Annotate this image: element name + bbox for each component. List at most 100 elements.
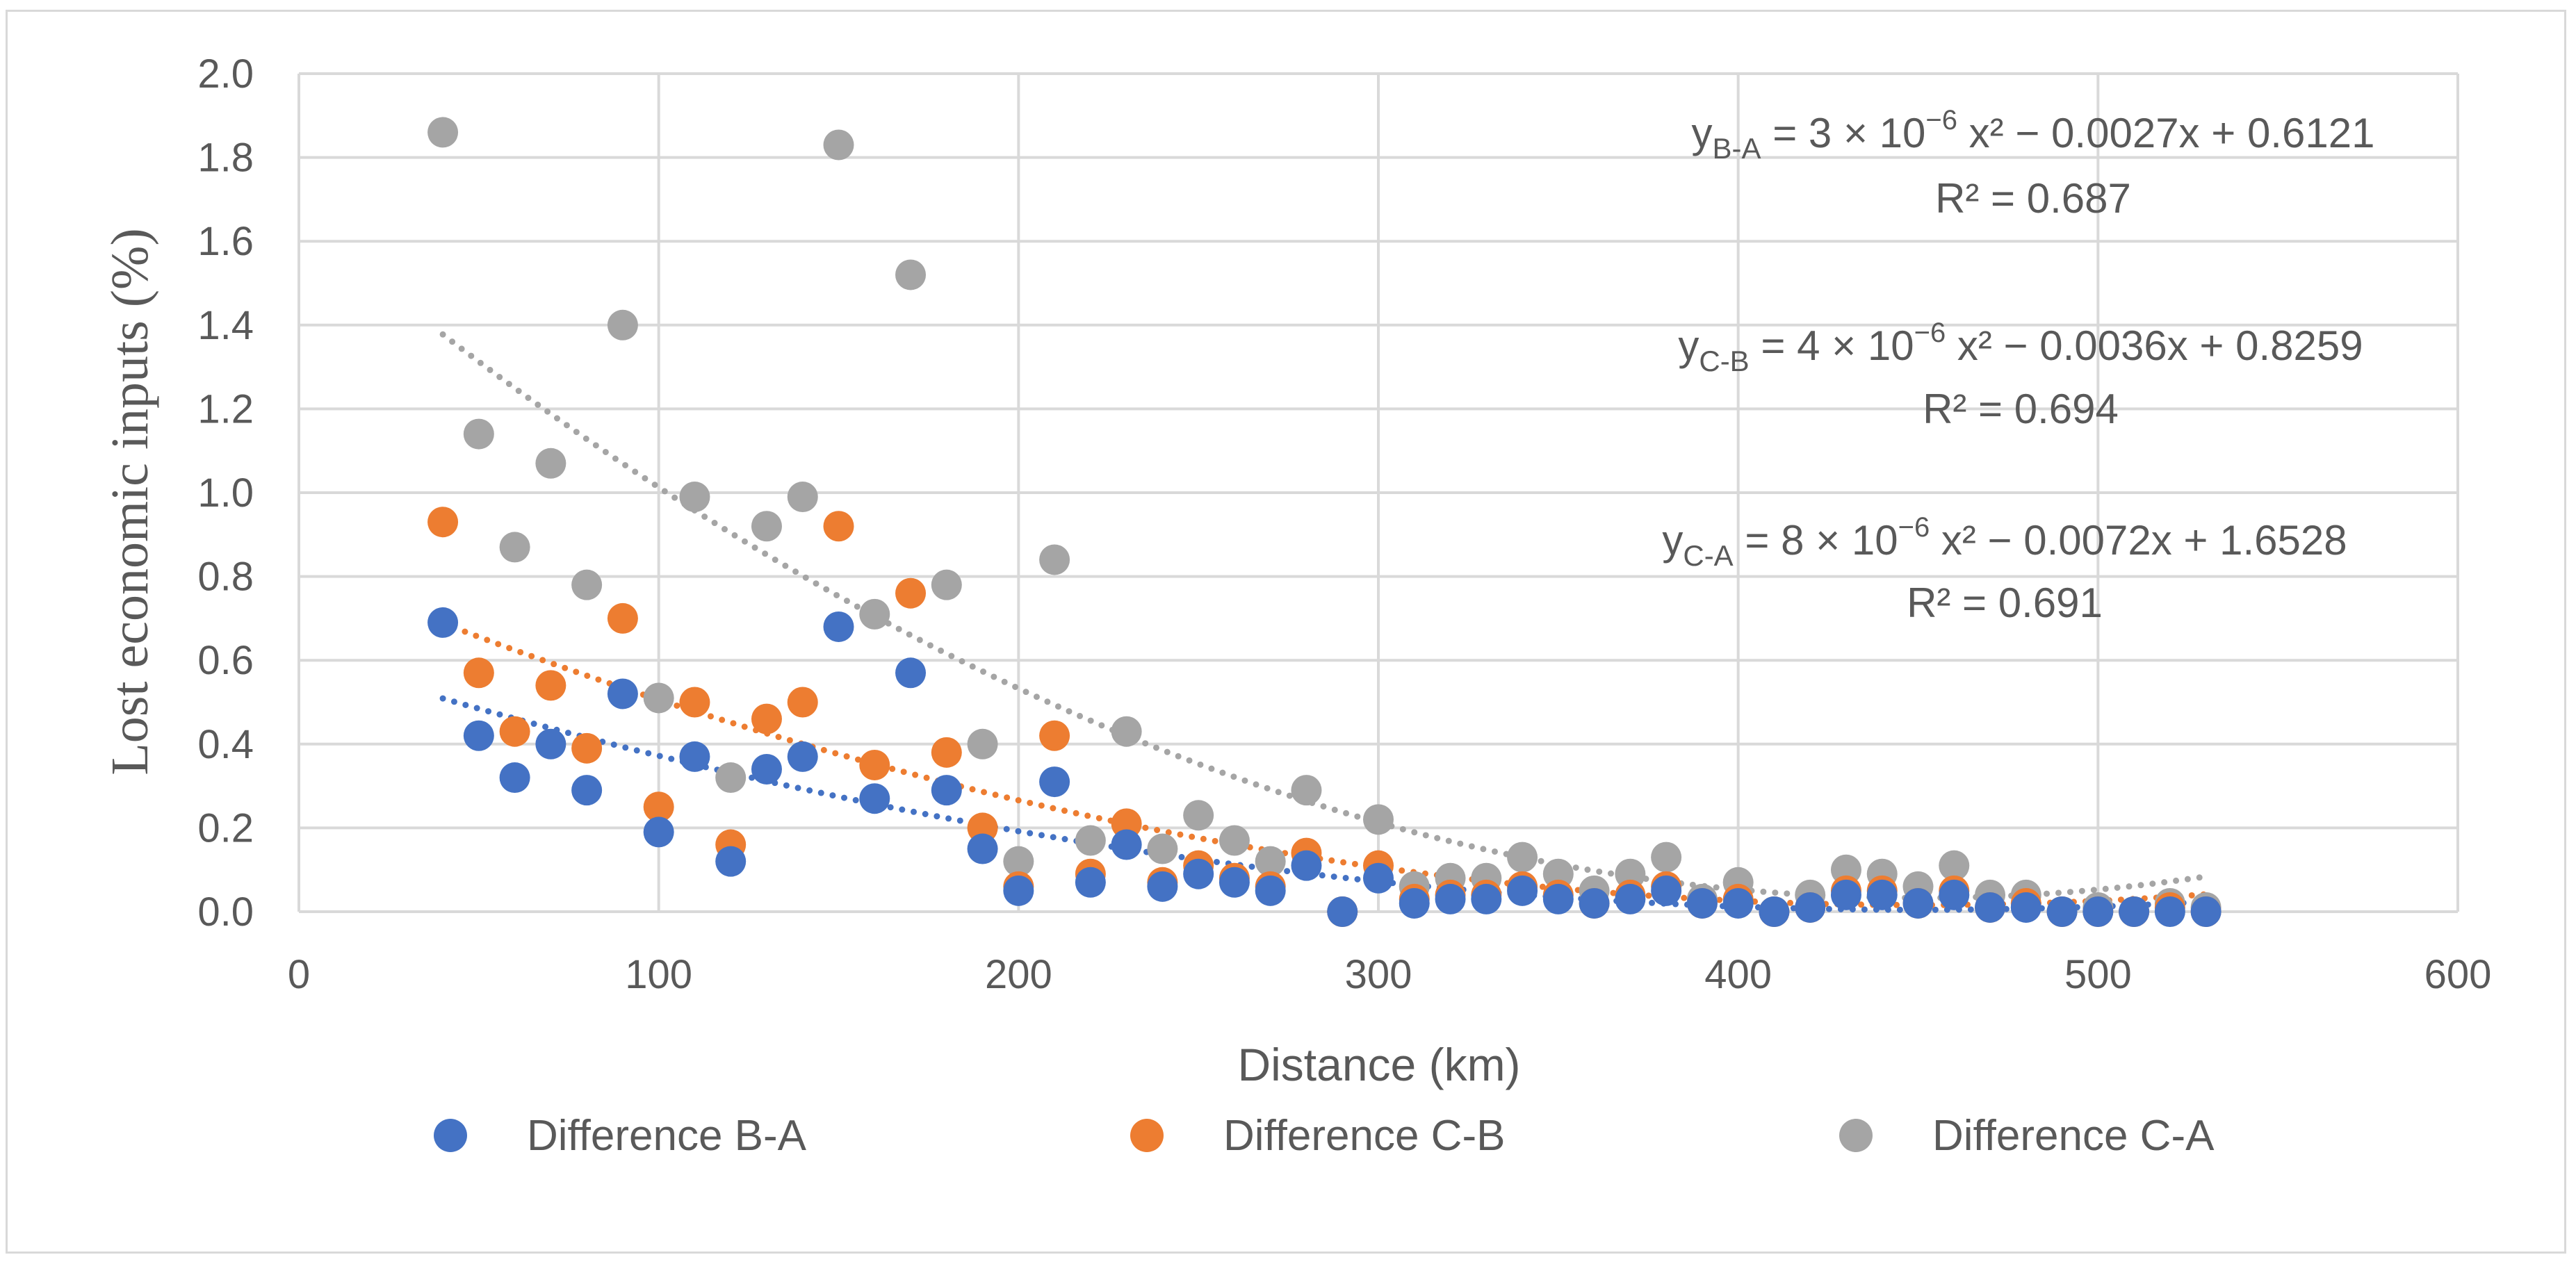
- legend-label: Difference B-A: [527, 1112, 807, 1160]
- data-point: [895, 657, 927, 689]
- y-tick-label: 0.6: [197, 638, 254, 683]
- x-tick-label: 0: [288, 952, 310, 997]
- data-point: [1399, 887, 1430, 919]
- trendline-equation: yC-B = 4 × 10−6 x² − 0.0036x + 0.8259: [1678, 318, 2363, 377]
- data-point: [1147, 833, 1178, 864]
- data-point: [1111, 808, 1142, 839]
- data-point: [463, 418, 494, 450]
- data-point: [535, 670, 566, 701]
- legend-marker: [1839, 1119, 1873, 1152]
- data-point: [1830, 879, 1861, 910]
- data-points: [427, 117, 2222, 927]
- data-point: [1255, 846, 1286, 877]
- data-point: [1507, 842, 1538, 873]
- data-point: [931, 737, 962, 768]
- data-point: [1902, 887, 1934, 919]
- y-tick-label: 0.4: [197, 722, 254, 767]
- trendline-equations: yB-A = 3 × 10−6 x² − 0.0027x + 0.6121 R² …: [1662, 105, 2374, 626]
- data-point: [859, 749, 890, 780]
- y-tick-labels: 0.0 0.2 0.4 0.6 0.8 1.0 1.2 1.4 1.6 1.8 2.0: [197, 51, 254, 935]
- x-tick-labels: 0 100 200 300 400 500 600: [288, 952, 2492, 997]
- data-point: [607, 602, 638, 634]
- data-point: [787, 741, 818, 772]
- data-point: [859, 783, 890, 814]
- data-point: [715, 762, 747, 794]
- data-point: [1615, 858, 1646, 889]
- data-point: [2010, 892, 2041, 923]
- data-point: [751, 703, 782, 734]
- data-point: [1147, 871, 1178, 902]
- data-point: [751, 511, 782, 542]
- legend-label: Difference C-B: [1223, 1112, 1505, 1160]
- trendline-equation: yB-A = 3 × 10−6 x² − 0.0027x + 0.6121: [1692, 105, 2375, 165]
- y-axis-label: Lost economic inputs (%): [101, 228, 159, 775]
- legend-marker: [1130, 1119, 1164, 1152]
- data-point: [1327, 896, 1358, 927]
- data-point: [823, 129, 854, 161]
- data-point: [499, 762, 530, 794]
- data-point: [1291, 775, 1322, 806]
- data-point: [1651, 875, 1682, 906]
- data-point: [1255, 875, 1286, 906]
- data-point: [643, 791, 674, 823]
- data-point: [571, 732, 603, 764]
- data-point: [571, 775, 603, 806]
- data-point: [1075, 825, 1106, 856]
- data-point: [2082, 896, 2114, 927]
- data-point: [607, 678, 638, 709]
- data-point: [1866, 879, 1898, 910]
- data-point: [427, 507, 459, 538]
- y-tick-label: 0.8: [197, 555, 254, 600]
- trendline: [439, 331, 2210, 901]
- x-tick-label: 600: [2424, 952, 2492, 997]
- data-point: [1471, 883, 1502, 914]
- y-tick-label: 1.6: [197, 219, 254, 264]
- data-point: [1218, 825, 1250, 856]
- legend-label: Difference C-A: [1932, 1112, 2215, 1160]
- y-tick-label: 0.2: [197, 805, 254, 851]
- r-squared-label: R² = 0.691: [1907, 580, 2103, 626]
- data-point: [1003, 875, 1034, 906]
- data-point: [1795, 892, 1826, 923]
- data-point: [427, 607, 459, 638]
- data-point: [463, 657, 494, 689]
- data-point: [1759, 896, 1790, 927]
- data-point: [1939, 850, 1970, 881]
- data-point: [1651, 842, 1682, 873]
- data-point: [643, 816, 674, 848]
- x-tick-label: 400: [1704, 952, 1772, 997]
- data-point: [967, 728, 998, 760]
- data-point: [1830, 854, 1861, 885]
- data-point: [1003, 846, 1034, 877]
- data-point: [931, 775, 962, 806]
- r-squared-label: R² = 0.687: [1935, 175, 2131, 222]
- x-tick-label: 500: [2064, 952, 2132, 997]
- data-point: [823, 511, 854, 542]
- data-point: [427, 117, 459, 148]
- data-point: [1722, 887, 1754, 919]
- x-tick-label: 200: [985, 952, 1052, 997]
- data-point: [679, 741, 710, 772]
- data-point: [1542, 883, 1574, 914]
- data-point: [1039, 766, 1070, 798]
- data-point: [607, 309, 638, 340]
- r-squared-label: R² = 0.694: [1923, 386, 2119, 432]
- grid: [297, 72, 2459, 913]
- data-point: [1542, 858, 1574, 889]
- y-tick-label: 1.0: [197, 470, 254, 516]
- data-point: [679, 687, 710, 718]
- data-point: [751, 753, 782, 785]
- x-tick-label: 100: [625, 952, 692, 997]
- data-point: [1183, 800, 1214, 831]
- data-point: [2154, 896, 2185, 927]
- data-point: [2119, 896, 2150, 927]
- data-point: [1363, 862, 1394, 894]
- y-tick-label: 1.4: [197, 303, 254, 348]
- data-point: [1686, 887, 1718, 919]
- y-tick-label: 1.2: [197, 386, 254, 432]
- data-point: [2046, 896, 2078, 927]
- y-tick-label: 2.0: [197, 51, 254, 97]
- data-point: [787, 687, 818, 718]
- data-point: [1111, 829, 1142, 860]
